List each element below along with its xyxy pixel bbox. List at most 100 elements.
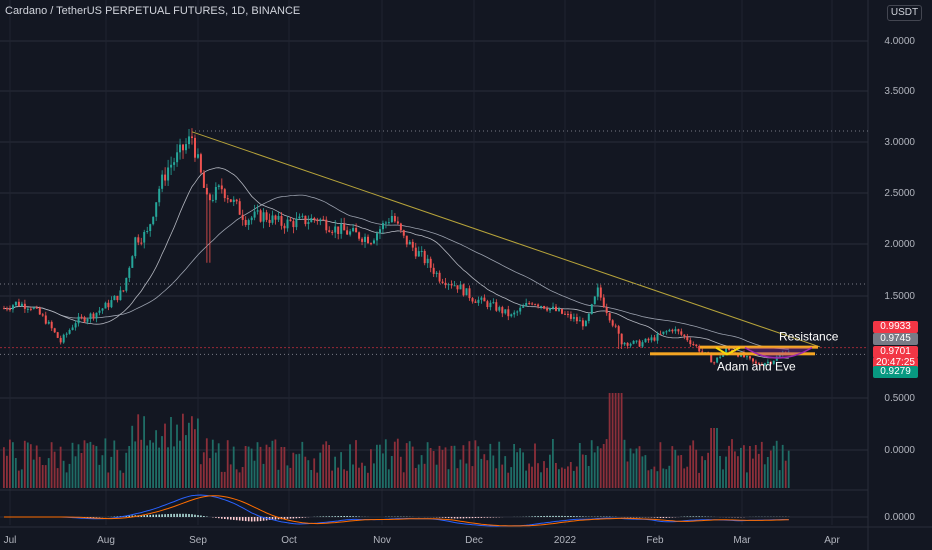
candle-body — [262, 212, 265, 222]
currency-button[interactable]: USDT — [887, 5, 922, 21]
volume-bar — [98, 464, 101, 488]
macd-histogram-bar — [483, 517, 486, 518]
volume-bar — [396, 438, 399, 488]
volume-bar — [331, 470, 333, 488]
candle-body — [158, 188, 161, 203]
candle-body — [173, 162, 176, 165]
candle-body — [677, 329, 680, 332]
macd-histogram-bar — [149, 514, 151, 517]
volume-bar — [495, 468, 498, 488]
volume-bar — [322, 444, 325, 488]
candle-body — [95, 312, 98, 319]
volume-bar — [746, 472, 748, 488]
candle-body — [629, 343, 632, 346]
candle-body — [468, 288, 471, 299]
candle-body — [692, 344, 695, 345]
volume-bar — [763, 464, 766, 488]
candle-body — [719, 356, 722, 358]
candle-body — [68, 330, 71, 334]
volume-bar — [787, 450, 790, 488]
volume-bar — [647, 470, 650, 488]
volume-bar — [217, 443, 220, 488]
volume-bar — [367, 472, 369, 488]
volume-bar — [757, 453, 760, 488]
candle-body — [614, 325, 617, 327]
candle-body — [757, 363, 760, 365]
candle-body — [274, 215, 277, 220]
macd-histogram-bar — [477, 517, 480, 518]
volume-bar — [599, 448, 602, 488]
candle-body — [587, 313, 590, 321]
volume-bar — [561, 467, 563, 488]
macd-histogram-bar — [343, 516, 345, 517]
volume-bar — [310, 470, 313, 488]
candle-body — [44, 315, 47, 324]
macd-histogram-bar — [164, 514, 166, 517]
macd-histogram-bar — [322, 516, 325, 517]
candle-body — [680, 331, 683, 335]
volume-bar — [387, 469, 390, 488]
volume-bar — [313, 458, 316, 488]
candle-body — [56, 332, 59, 338]
macd-histogram-bar — [247, 517, 250, 522]
macd-histogram-bar — [143, 515, 145, 517]
volume-bar — [668, 465, 671, 488]
macd-histogram-bar — [695, 516, 698, 517]
volume-bar — [9, 439, 11, 488]
macd-histogram-bar — [304, 517, 307, 518]
macd-histogram-bar — [352, 516, 354, 517]
price-axis-tick: 2.5000 — [884, 188, 915, 199]
price-tag: 0.9933 — [873, 321, 918, 333]
time-axis-tick: Aug — [97, 535, 115, 546]
macd-axis-tick: 0.0000 — [884, 512, 915, 523]
macd-histogram-bar — [486, 517, 489, 518]
volume-bar — [701, 456, 703, 488]
candle-body — [766, 361, 769, 364]
volume-bar — [155, 430, 157, 488]
macd-histogram-bar — [200, 515, 202, 517]
candle-body — [623, 342, 626, 345]
candle-body — [119, 290, 122, 301]
volume-bar — [778, 470, 781, 488]
macd-histogram-bar — [170, 513, 172, 517]
volume-bar — [444, 447, 447, 488]
volume-bar — [346, 470, 348, 488]
macd-histogram-bar — [274, 517, 277, 520]
macd-histogram-bar — [128, 515, 131, 517]
volume-bar — [298, 453, 301, 488]
macd-histogram-bar — [450, 517, 453, 519]
volume-bar — [528, 463, 530, 488]
volume-bar — [587, 466, 590, 488]
candle-body — [695, 344, 698, 346]
volume-bar — [546, 467, 548, 488]
candle-body — [552, 306, 554, 309]
macd-histogram-bar — [447, 517, 450, 519]
volume-bar — [450, 445, 453, 488]
volume-bar — [211, 439, 214, 488]
volume-bar — [752, 458, 754, 488]
volume-bar — [232, 446, 235, 488]
volume-bar — [695, 449, 698, 488]
volume-bar — [680, 455, 683, 488]
candle-body — [772, 360, 775, 364]
macd-histogram-bar — [555, 515, 557, 517]
candle-body — [423, 251, 426, 264]
macd-histogram-bar — [471, 517, 474, 519]
volume-bar — [710, 428, 712, 488]
volume-bar — [80, 453, 83, 488]
candle-body — [101, 308, 104, 311]
candle-body — [217, 185, 220, 187]
volume-bar — [537, 463, 539, 488]
macd-histogram-bar — [567, 516, 569, 517]
candle-body — [238, 201, 241, 215]
volume-bar — [620, 393, 623, 488]
price-axis-tick: 2.0000 — [884, 239, 915, 250]
candle-body — [641, 342, 644, 347]
volume-bar — [737, 456, 739, 488]
candle-body — [444, 282, 447, 286]
volume-bar — [575, 466, 578, 488]
candle-body — [244, 219, 247, 225]
volume-bar — [29, 444, 32, 488]
candle-body — [185, 144, 187, 151]
